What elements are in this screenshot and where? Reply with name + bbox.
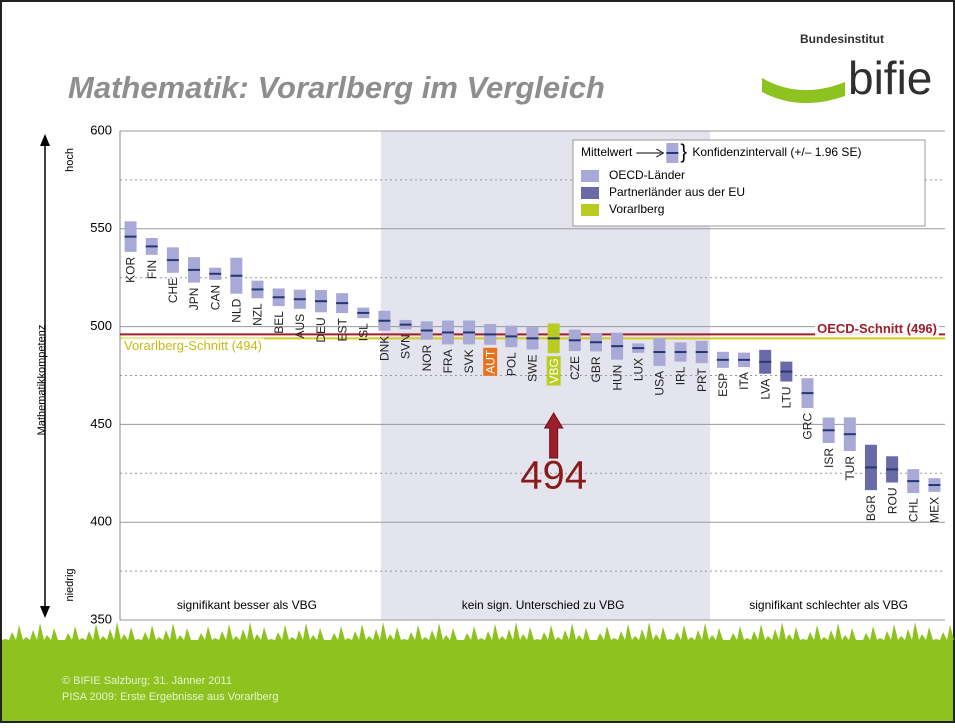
category-label: AUS bbox=[293, 314, 307, 339]
footer-line: © BIFIE Salzburg; 31. Jänner 2011 bbox=[62, 675, 232, 687]
y-tick-label: 400 bbox=[90, 514, 112, 529]
category-label: CHL bbox=[906, 498, 920, 522]
category-label: FIN bbox=[145, 260, 159, 279]
category-label: USA bbox=[653, 371, 667, 396]
legend-swatch bbox=[581, 204, 599, 216]
legend-box bbox=[572, 139, 926, 227]
category-label: FRA bbox=[441, 349, 455, 373]
category-label: ITA bbox=[737, 372, 751, 390]
grass-band bbox=[2, 622, 954, 721]
y-tick-label: 600 bbox=[90, 122, 112, 137]
region-label: kein sign. Unterschied zu VBG bbox=[462, 598, 625, 612]
region-label: signifikant besser als VBG bbox=[177, 598, 317, 612]
logo-top: Bundesinstitut bbox=[800, 32, 884, 46]
legend-label: OECD-Länder bbox=[609, 168, 685, 182]
category-label: CAN bbox=[208, 285, 222, 310]
category-label: MEX bbox=[928, 497, 942, 523]
category-label: ISL bbox=[356, 323, 370, 341]
logo-swoosh bbox=[762, 78, 845, 104]
legend-label: Vorarlberg bbox=[609, 202, 664, 216]
footer-line: PISA 2009: Erste Ergebnisse aus Vorarlbe… bbox=[62, 691, 278, 703]
reference-label: Vorarlberg-Schnitt (494) bbox=[124, 338, 262, 353]
category-label: IRL bbox=[674, 366, 688, 385]
reference-label-bg bbox=[122, 337, 265, 353]
annotation: 494 bbox=[520, 454, 587, 498]
annotation-arrow bbox=[543, 412, 564, 459]
category-label: LUX bbox=[631, 358, 645, 381]
legend-swatch bbox=[581, 170, 599, 182]
y-high-label: hoch bbox=[64, 148, 76, 172]
legend-brace: } bbox=[680, 141, 687, 163]
logo-name: bifie bbox=[848, 52, 932, 104]
category-label: ROU bbox=[885, 487, 899, 514]
category-label: GBR bbox=[589, 356, 603, 382]
category-label: POL bbox=[505, 352, 519, 376]
category-label: PRT bbox=[695, 368, 709, 392]
category-label: TUR bbox=[843, 456, 857, 481]
category-label: ESP bbox=[716, 373, 730, 397]
category-label: SVK bbox=[462, 349, 476, 373]
category-label-bg bbox=[483, 347, 498, 376]
reference-label-bg bbox=[815, 320, 939, 336]
y-low-label: niedrig bbox=[64, 568, 76, 601]
category-label: LVA bbox=[758, 379, 772, 400]
category-label: NOR bbox=[420, 344, 434, 371]
category-label: EST bbox=[335, 317, 349, 341]
y-tick-label: 350 bbox=[90, 611, 112, 626]
category-label: DEU bbox=[314, 317, 328, 342]
category-label: ISR bbox=[822, 448, 836, 468]
legend-swatch bbox=[581, 187, 599, 199]
legend-ci: Konfidenzintervall (+/– 1.96 SE) bbox=[692, 145, 861, 159]
y-tick-label: 500 bbox=[90, 318, 112, 333]
reference-label: OECD-Schnitt (496) bbox=[817, 321, 937, 336]
grass-spikes bbox=[2, 622, 954, 640]
category-label: DNK bbox=[378, 336, 392, 361]
category-label: BEL bbox=[272, 311, 286, 334]
category-label: CHE bbox=[166, 278, 180, 303]
category-label: BGR bbox=[864, 495, 878, 521]
category-label: KOR bbox=[124, 257, 138, 283]
category-label: SVN bbox=[399, 334, 413, 359]
category-label-bg bbox=[546, 356, 561, 386]
legend-arrow bbox=[636, 148, 665, 158]
y-axis-label: Mathematikkompetenz bbox=[36, 325, 48, 436]
region-label: signifikant schlechter als VBG bbox=[749, 598, 908, 612]
legend-mean: Mittelwert bbox=[581, 145, 633, 159]
category-label: LTU bbox=[780, 387, 794, 409]
category-label: CZE bbox=[568, 356, 582, 380]
slide-title: Mathematik: Vorarlberg im Vergleich bbox=[68, 70, 605, 105]
legend-label: Partnerländer aus der EU bbox=[609, 185, 745, 199]
y-tick-label: 450 bbox=[90, 416, 112, 431]
category-label: HUN bbox=[610, 365, 624, 391]
category-label: VBG bbox=[547, 358, 561, 383]
category-label: NZL bbox=[251, 303, 265, 326]
category-label: GRC bbox=[801, 413, 815, 440]
category-label: SWE bbox=[526, 354, 540, 381]
y-tick-label: 550 bbox=[90, 220, 112, 235]
grass-fill bbox=[2, 640, 953, 721]
category-label: NLD bbox=[230, 298, 244, 322]
category-label: AUT bbox=[483, 349, 497, 374]
category-label: JPN bbox=[187, 288, 201, 311]
